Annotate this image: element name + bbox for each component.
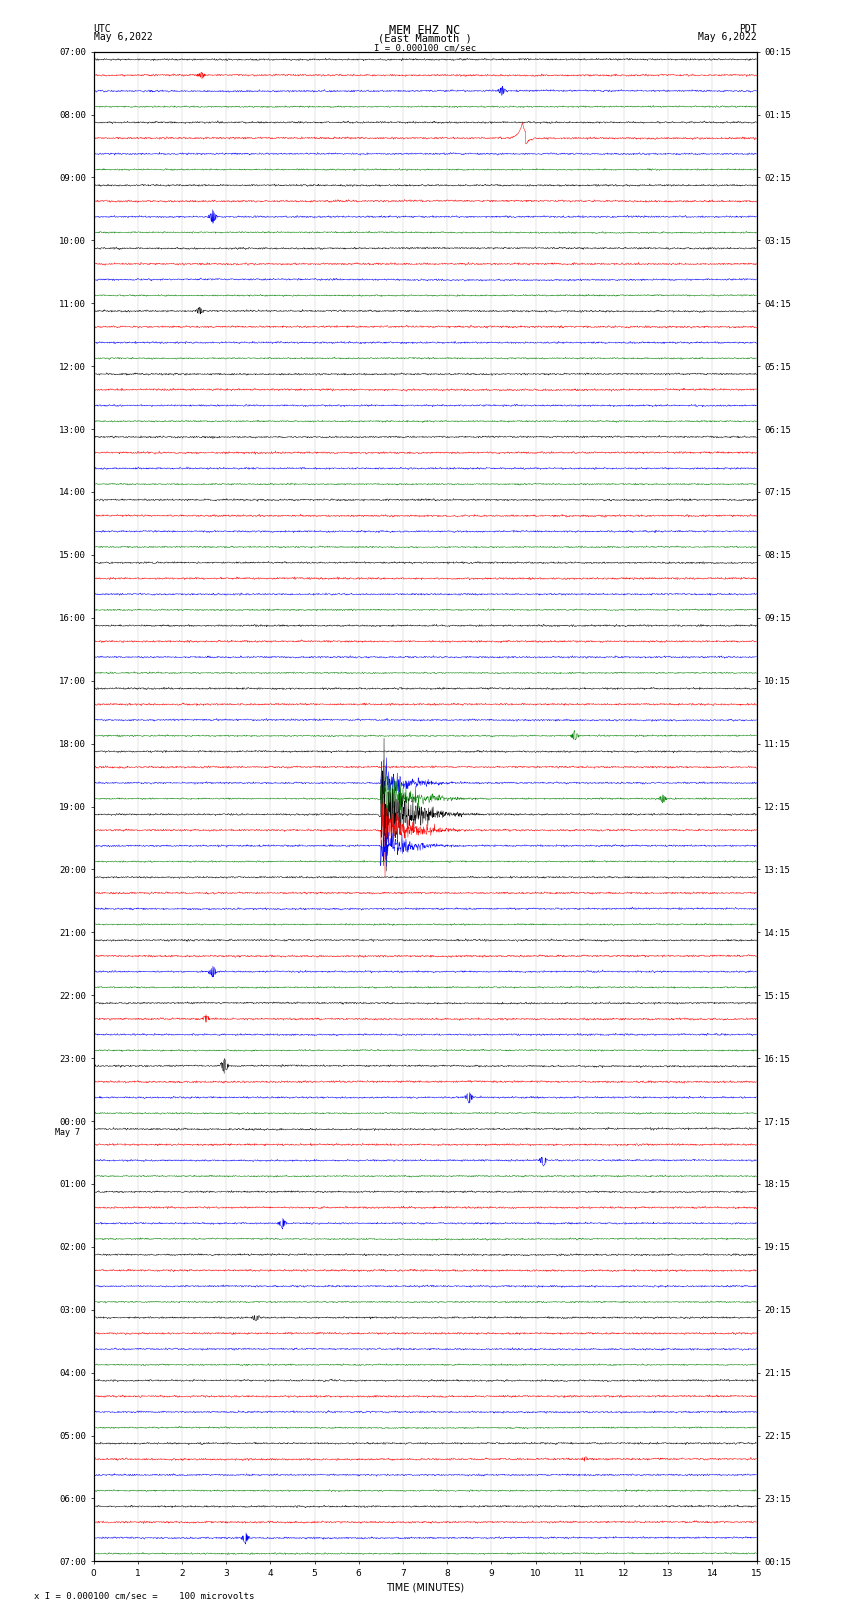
Text: May 7: May 7 bbox=[55, 1129, 80, 1137]
Text: PDT: PDT bbox=[739, 24, 756, 34]
Text: MEM EHZ NC: MEM EHZ NC bbox=[389, 24, 461, 37]
Text: May 6,2022: May 6,2022 bbox=[698, 32, 756, 42]
Text: May 6,2022: May 6,2022 bbox=[94, 32, 152, 42]
X-axis label: TIME (MINUTES): TIME (MINUTES) bbox=[386, 1582, 464, 1592]
Text: UTC: UTC bbox=[94, 24, 111, 34]
Text: x I = 0.000100 cm/sec =    100 microvolts: x I = 0.000100 cm/sec = 100 microvolts bbox=[34, 1590, 254, 1600]
Text: I = 0.000100 cm/sec: I = 0.000100 cm/sec bbox=[374, 44, 476, 53]
Text: (East Mammoth ): (East Mammoth ) bbox=[378, 34, 472, 44]
